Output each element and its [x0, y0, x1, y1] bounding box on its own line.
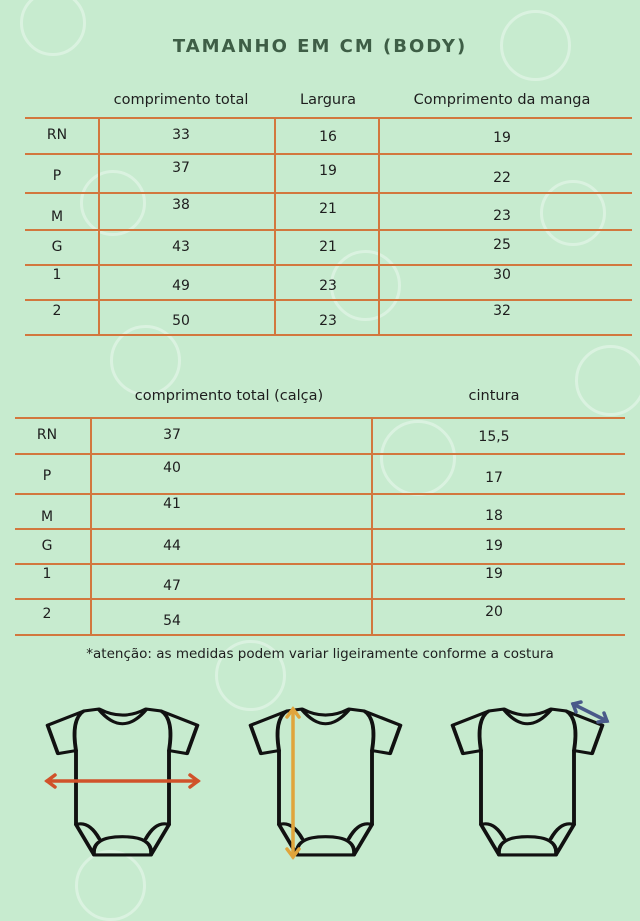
row-divider: [25, 153, 632, 155]
size-label: G: [51, 238, 63, 255]
button-decoration: [540, 180, 606, 246]
measurement-value: 37: [163, 427, 181, 443]
row-divider: [15, 598, 625, 600]
bodysuit-width-icon: [45, 707, 200, 857]
measurement-value: 22: [493, 169, 511, 186]
measurement-value: 19: [485, 565, 503, 582]
measurement-value: 21: [319, 238, 337, 255]
size-label: G: [41, 537, 53, 554]
column-header: Largura: [300, 92, 356, 108]
sleeve-arrow: [570, 700, 610, 724]
size-label: RN: [36, 427, 58, 443]
size-label: M: [40, 508, 54, 525]
column-divider: [98, 117, 100, 334]
row-divider: [25, 299, 632, 301]
measurement-value: 49: [172, 277, 190, 294]
bodysuit-sleeve-icon: [450, 707, 605, 857]
column-divider: [378, 117, 380, 334]
column-divider: [274, 117, 276, 334]
column-header: comprimento total (calça): [134, 388, 324, 404]
measurement-value: 23: [319, 277, 337, 294]
measurement-value: 19: [485, 537, 503, 554]
measurement-value: 20: [485, 604, 503, 620]
measurement-value: 44: [163, 537, 181, 554]
column-header: cintura: [468, 388, 520, 404]
row-divider: [15, 453, 625, 455]
button-decoration: [575, 345, 640, 416]
measurement-value: 54: [163, 613, 181, 629]
measurement-value: 41: [163, 495, 181, 512]
measurement-value: 23: [493, 207, 511, 224]
button-decoration: [110, 325, 181, 396]
row-divider: [15, 528, 625, 530]
measurement-value: 19: [493, 130, 511, 146]
button-decoration: [80, 170, 146, 236]
measurement-value: 19: [319, 162, 337, 179]
width-arrow: [44, 773, 201, 789]
column-header: comprimento total: [113, 92, 249, 108]
row-divider: [25, 229, 632, 231]
measurement-value: 18: [485, 507, 503, 524]
row-divider: [15, 493, 625, 495]
row-divider: [15, 634, 625, 636]
column-divider: [90, 417, 92, 634]
row-divider: [25, 334, 632, 336]
measurement-value: 21: [319, 200, 337, 217]
size-label: 1: [52, 266, 62, 283]
measurement-value: 32: [493, 302, 511, 319]
row-divider: [15, 563, 625, 565]
disclaimer-note: *atenção: as medidas podem variar ligeir…: [86, 646, 554, 662]
size-label: M: [50, 208, 64, 225]
column-divider: [371, 417, 373, 634]
measurement-value: 15,5: [478, 429, 510, 445]
measurement-value: 40: [163, 460, 181, 476]
button-decoration: [20, 0, 86, 56]
size-label: 2: [52, 302, 62, 319]
measurement-value: 23: [319, 312, 337, 329]
size-label: RN: [46, 127, 68, 143]
button-decoration: [215, 640, 286, 711]
measurement-value: 16: [319, 129, 337, 145]
measurement-value: 30: [493, 266, 511, 283]
row-divider: [15, 417, 625, 419]
measurement-value: 50: [172, 312, 190, 329]
measurement-value: 37: [172, 159, 190, 176]
button-decoration: [500, 10, 571, 81]
row-divider: [25, 117, 632, 119]
size-label: P: [52, 167, 62, 184]
measurement-value: 33: [172, 127, 190, 143]
length-arrow: [285, 706, 301, 860]
measurement-value: 25: [493, 236, 511, 253]
button-decoration: [380, 420, 456, 496]
size-label: 2: [42, 606, 52, 622]
row-divider: [25, 192, 632, 194]
size-label: P: [42, 468, 52, 484]
bodysuit-length-icon: [248, 707, 403, 857]
row-divider: [25, 264, 632, 266]
size-label: 1: [42, 565, 52, 582]
measurement-value: 17: [485, 470, 503, 486]
measurement-value: 47: [163, 577, 181, 594]
page-title: TAMANHO EM CM (BODY): [172, 36, 468, 57]
button-decoration: [330, 250, 401, 321]
column-header: Comprimento da manga: [413, 92, 591, 108]
measurement-value: 38: [172, 196, 190, 213]
measurement-value: 43: [172, 238, 190, 255]
